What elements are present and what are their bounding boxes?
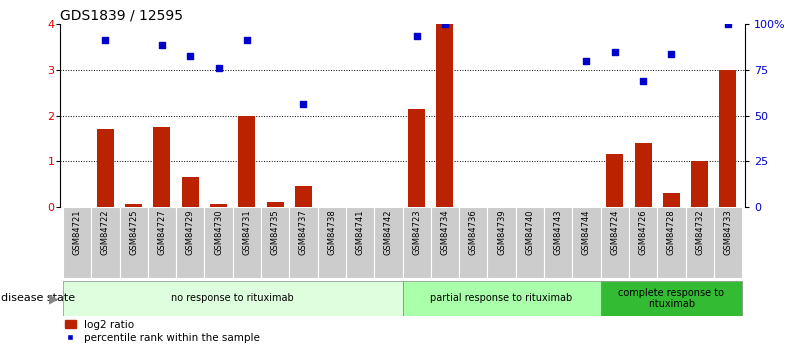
Bar bbox=[714, 207, 742, 278]
Point bbox=[240, 37, 253, 43]
Bar bbox=[606, 155, 623, 207]
Text: GSM84732: GSM84732 bbox=[695, 209, 704, 255]
Bar bbox=[261, 207, 289, 278]
Bar bbox=[572, 207, 601, 278]
Bar bbox=[119, 207, 148, 278]
Bar bbox=[176, 207, 204, 278]
Bar bbox=[125, 204, 142, 207]
Text: GSM84731: GSM84731 bbox=[243, 209, 252, 255]
Bar bbox=[295, 186, 312, 207]
Bar bbox=[63, 281, 402, 316]
Bar bbox=[663, 193, 680, 207]
Bar bbox=[634, 143, 651, 207]
Text: no response to rituximab: no response to rituximab bbox=[171, 294, 294, 303]
Bar bbox=[346, 207, 374, 278]
Bar bbox=[431, 207, 459, 278]
Text: GSM84722: GSM84722 bbox=[101, 209, 110, 255]
Bar bbox=[148, 207, 176, 278]
Bar bbox=[154, 127, 171, 207]
Text: GSM84730: GSM84730 bbox=[214, 209, 223, 255]
Text: GSM84727: GSM84727 bbox=[158, 209, 167, 255]
Bar bbox=[91, 207, 119, 278]
Bar bbox=[97, 129, 114, 207]
Bar bbox=[601, 281, 742, 316]
Point bbox=[297, 101, 310, 107]
Point bbox=[155, 42, 168, 48]
Text: GSM84742: GSM84742 bbox=[384, 209, 392, 255]
Bar bbox=[63, 207, 91, 278]
Text: complete response to
rituximab: complete response to rituximab bbox=[618, 288, 724, 309]
Bar bbox=[210, 204, 227, 207]
Legend: log2 ratio, percentile rank within the sample: log2 ratio, percentile rank within the s… bbox=[66, 319, 260, 343]
Bar bbox=[601, 207, 629, 278]
Point bbox=[99, 37, 112, 43]
Bar bbox=[374, 207, 402, 278]
Text: disease state: disease state bbox=[1, 294, 75, 303]
Bar bbox=[686, 207, 714, 278]
Text: GSM84743: GSM84743 bbox=[553, 209, 562, 255]
Bar bbox=[437, 24, 453, 207]
Bar bbox=[409, 109, 425, 207]
Text: GSM84721: GSM84721 bbox=[73, 209, 82, 255]
Point bbox=[438, 21, 451, 27]
Bar bbox=[544, 207, 572, 278]
Bar bbox=[691, 161, 708, 207]
Bar bbox=[233, 207, 261, 278]
Text: GSM84739: GSM84739 bbox=[497, 209, 506, 255]
Bar bbox=[402, 207, 431, 278]
Point bbox=[637, 79, 650, 84]
Text: GSM84726: GSM84726 bbox=[638, 209, 647, 255]
Bar bbox=[318, 207, 346, 278]
Text: GSM84735: GSM84735 bbox=[271, 209, 280, 255]
Point bbox=[410, 33, 423, 38]
Bar bbox=[204, 207, 233, 278]
Text: GSM84744: GSM84744 bbox=[582, 209, 591, 255]
Point bbox=[580, 58, 593, 63]
Bar bbox=[487, 207, 516, 278]
Bar bbox=[289, 207, 318, 278]
Bar bbox=[719, 70, 736, 207]
Text: GSM84733: GSM84733 bbox=[723, 209, 732, 255]
Bar bbox=[267, 203, 284, 207]
Bar bbox=[516, 207, 544, 278]
Text: GSM84740: GSM84740 bbox=[525, 209, 534, 255]
Text: GSM84723: GSM84723 bbox=[413, 209, 421, 255]
Point bbox=[212, 65, 225, 70]
Text: GSM84729: GSM84729 bbox=[186, 209, 195, 255]
Bar bbox=[402, 281, 601, 316]
Text: ▶: ▶ bbox=[49, 292, 58, 305]
Bar bbox=[459, 207, 487, 278]
Text: GSM84736: GSM84736 bbox=[469, 209, 477, 255]
Text: GSM84728: GSM84728 bbox=[667, 209, 676, 255]
Text: partial response to rituximab: partial response to rituximab bbox=[430, 294, 573, 303]
Text: GDS1839 / 12595: GDS1839 / 12595 bbox=[60, 9, 183, 23]
Text: GSM84725: GSM84725 bbox=[129, 209, 138, 255]
Text: GSM84734: GSM84734 bbox=[441, 209, 449, 255]
Bar bbox=[182, 177, 199, 207]
Bar bbox=[657, 207, 686, 278]
Bar bbox=[239, 116, 256, 207]
Point bbox=[608, 49, 621, 54]
Point bbox=[665, 51, 678, 57]
Text: GSM84724: GSM84724 bbox=[610, 209, 619, 255]
Text: GSM84737: GSM84737 bbox=[299, 209, 308, 255]
Text: GSM84741: GSM84741 bbox=[356, 209, 364, 255]
Point bbox=[722, 21, 735, 27]
Point bbox=[184, 53, 197, 59]
Bar bbox=[629, 207, 657, 278]
Text: GSM84738: GSM84738 bbox=[328, 209, 336, 255]
